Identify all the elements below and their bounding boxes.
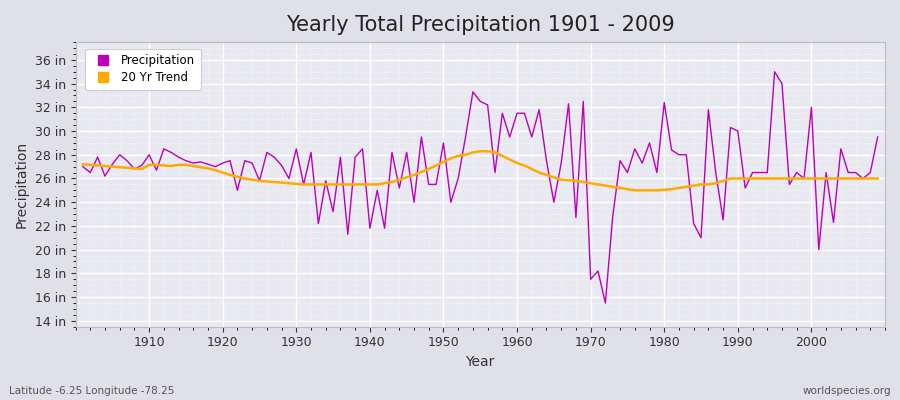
Text: Latitude -6.25 Longitude -78.25: Latitude -6.25 Longitude -78.25	[9, 386, 175, 396]
Title: Yearly Total Precipitation 1901 - 2009: Yearly Total Precipitation 1901 - 2009	[286, 15, 675, 35]
Y-axis label: Precipitation: Precipitation	[15, 141, 29, 228]
Text: worldspecies.org: worldspecies.org	[803, 386, 891, 396]
Legend: Precipitation, 20 Yr Trend: Precipitation, 20 Yr Trend	[86, 48, 201, 90]
X-axis label: Year: Year	[465, 355, 495, 369]
